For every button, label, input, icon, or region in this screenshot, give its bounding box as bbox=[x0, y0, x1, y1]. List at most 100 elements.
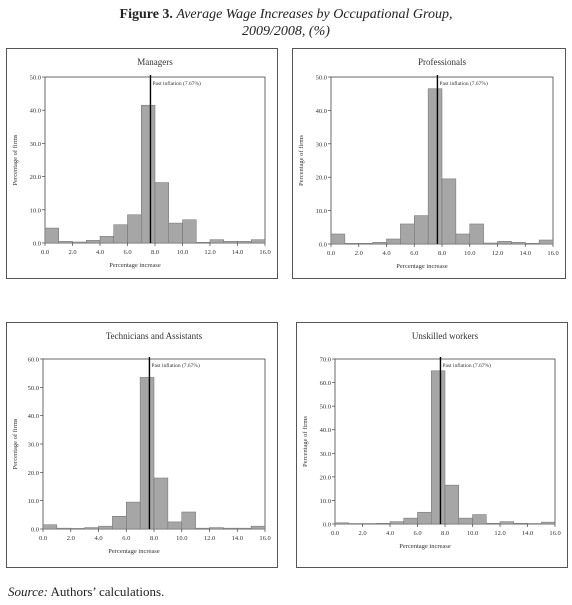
histogram-bar bbox=[417, 511, 432, 525]
x-tick-label: 2.0 bbox=[358, 530, 366, 537]
x-tick-label: 6.0 bbox=[410, 250, 418, 257]
histogram-bar bbox=[153, 477, 169, 530]
histogram-bar bbox=[209, 239, 224, 244]
histogram-bar bbox=[427, 88, 443, 245]
histogram-bar bbox=[223, 527, 238, 530]
y-tick-label: 0.0 bbox=[31, 527, 39, 534]
inflation-label: Past inflation (7.67%) bbox=[442, 362, 491, 369]
y-tick-label: 50.0 bbox=[316, 75, 327, 82]
panel-professionals: Professionals Past inflation (7.67%) 0.0 10… bbox=[292, 48, 566, 279]
x-tick-label: 0.0 bbox=[331, 530, 339, 537]
y-tick-label: 50.0 bbox=[320, 404, 331, 411]
x-tick-label: 12.0 bbox=[494, 530, 505, 537]
x-tick-label: 0.0 bbox=[327, 250, 335, 257]
histogram-bar bbox=[127, 214, 142, 244]
histogram-bar bbox=[112, 516, 127, 530]
x-axis-label: Percentage increase bbox=[108, 548, 160, 555]
histogram-bar bbox=[126, 501, 141, 530]
y-axis-label: Percentage of firms bbox=[298, 135, 305, 186]
figure-label: Figure 3. bbox=[119, 7, 173, 22]
histogram-bar bbox=[389, 521, 404, 525]
y-tick-label: 50.0 bbox=[28, 385, 39, 392]
y-tick-label: 60.0 bbox=[320, 380, 331, 387]
y-tick-label: 70.0 bbox=[320, 357, 331, 364]
chart-title: Unskilled workers bbox=[412, 331, 479, 341]
histogram-bar bbox=[56, 527, 71, 530]
histogram-bar bbox=[414, 215, 429, 245]
histogram-bar bbox=[58, 241, 73, 244]
histogram-bar bbox=[209, 527, 224, 530]
histogram-bar bbox=[403, 517, 418, 525]
histogram-bar bbox=[237, 241, 252, 244]
y-tick-label: 30.0 bbox=[30, 141, 41, 148]
histogram-bar bbox=[72, 241, 87, 244]
y-tick-label: 10.0 bbox=[30, 207, 41, 214]
chart-unskilled-workers: Unskilled workers Past inflation (7.67%) 0… bbox=[302, 331, 561, 550]
histogram-bar bbox=[86, 240, 101, 244]
histogram-bar bbox=[431, 370, 446, 525]
histogram-bar bbox=[444, 484, 459, 525]
x-tick-label: 0.0 bbox=[41, 249, 49, 256]
histogram-bar bbox=[195, 527, 210, 530]
x-tick-label: 6.0 bbox=[122, 535, 130, 542]
histogram-bar bbox=[42, 524, 58, 530]
histogram-bar bbox=[455, 233, 470, 245]
figure-title-line2: 2009/2008, (%) bbox=[242, 24, 330, 39]
x-tick-label: 10.0 bbox=[177, 249, 188, 256]
y-tick-label: 40.0 bbox=[320, 427, 331, 434]
x-tick-label: 12.0 bbox=[492, 250, 503, 257]
x-axis-label: Percentage increase bbox=[109, 262, 161, 269]
x-tick-label: 4.0 bbox=[386, 530, 394, 537]
panel-technicians: Technicians and Assistants Past inflation… bbox=[6, 322, 278, 568]
x-tick-label: 6.0 bbox=[413, 530, 421, 537]
histogram-bar bbox=[70, 528, 85, 530]
histogram-bar bbox=[511, 242, 526, 245]
source-label: Source: bbox=[8, 584, 48, 599]
x-tick-label: 2.0 bbox=[355, 250, 363, 257]
chart-managers: Managers Past inflation (7.67%) 0.0 10.0 20.… bbox=[12, 57, 271, 269]
histogram-bar bbox=[223, 241, 238, 244]
histogram-bar bbox=[98, 525, 113, 530]
y-tick-label: 20.0 bbox=[320, 474, 331, 481]
histogram-bar bbox=[376, 523, 391, 525]
x-tick-label: 12.0 bbox=[204, 535, 215, 542]
x-tick-label: 2.0 bbox=[67, 535, 75, 542]
histogram-bar bbox=[84, 527, 99, 530]
histogram-bar bbox=[358, 243, 373, 245]
y-tick-label: 30.0 bbox=[28, 442, 39, 449]
y-tick-label: 20.0 bbox=[316, 175, 327, 182]
y-tick-label: 30.0 bbox=[316, 141, 327, 148]
y-tick-label: 20.0 bbox=[30, 174, 41, 181]
histogram-bar bbox=[441, 178, 457, 245]
chart-technicians-and-assistants: Technicians and Assistants Past inflation… bbox=[12, 331, 271, 555]
y-tick-label: 40.0 bbox=[28, 413, 39, 420]
x-tick-label: 14.0 bbox=[522, 530, 533, 537]
source-note: Source: Authors’ calculations. bbox=[8, 584, 164, 600]
histogram-bar bbox=[139, 377, 155, 530]
x-tick-label: 8.0 bbox=[441, 530, 449, 537]
x-tick-label: 8.0 bbox=[150, 535, 158, 542]
x-tick-label: 8.0 bbox=[438, 250, 446, 257]
panel-unskilled: Unskilled workers Past inflation (7.67%) 0… bbox=[296, 322, 568, 568]
x-tick-label: 12.0 bbox=[204, 249, 215, 256]
x-tick-label: 4.0 bbox=[96, 249, 104, 256]
histogram-bar bbox=[386, 238, 401, 245]
y-tick-label: 40.0 bbox=[30, 108, 41, 115]
histogram-bar bbox=[458, 517, 473, 525]
histogram-bar bbox=[237, 527, 252, 530]
x-tick-label: 16.0 bbox=[259, 535, 270, 542]
histogram-bar bbox=[44, 227, 59, 244]
histogram-bar bbox=[154, 182, 169, 244]
histogram-bar bbox=[250, 525, 266, 530]
histogram-bar bbox=[141, 104, 156, 244]
x-tick-label: 10.0 bbox=[176, 535, 187, 542]
figure-title-line1: Average Wage Increases by Occupational G… bbox=[176, 7, 453, 22]
histogram-bar bbox=[400, 223, 415, 245]
y-tick-label: 0.0 bbox=[33, 241, 41, 248]
x-tick-label: 8.0 bbox=[151, 249, 159, 256]
histogram-bar bbox=[113, 224, 128, 244]
x-tick-label: 14.0 bbox=[232, 535, 243, 542]
x-tick-label: 4.0 bbox=[382, 250, 390, 257]
figure-title: Figure 3. Average Wage Increases by Occu… bbox=[0, 6, 572, 40]
y-axis-label: Percentage of firms bbox=[302, 416, 309, 467]
